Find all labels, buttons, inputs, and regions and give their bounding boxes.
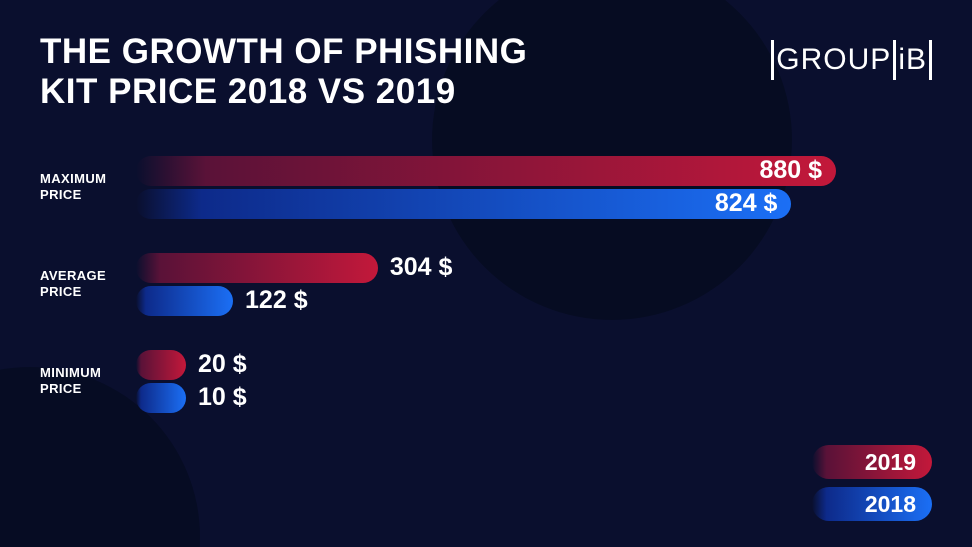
logo-bar-icon bbox=[929, 40, 932, 80]
infographic-container: THE GROWTH OF PHISHING KIT PRICE 2018 VS… bbox=[0, 0, 972, 547]
bar-row-2018: 122 $ bbox=[136, 286, 932, 316]
bar-2018: 824 $ bbox=[136, 189, 791, 219]
header: THE GROWTH OF PHISHING KIT PRICE 2018 VS… bbox=[40, 32, 932, 113]
category-label-line1: MAXIMUM bbox=[40, 171, 106, 186]
bar-value-2019: 880 $ bbox=[759, 156, 836, 185]
category-label-line2: PRICE bbox=[40, 284, 82, 299]
category-label: MAXIMUMPRICE bbox=[40, 171, 136, 204]
bar-2019: 880 $ bbox=[136, 156, 836, 186]
brand-logo: GROUP iB bbox=[771, 40, 932, 80]
bar-chart: MAXIMUMPRICE880 $824 $AVERAGEPRICE304 $1… bbox=[40, 153, 932, 416]
legend: 2019 2018 bbox=[812, 445, 932, 521]
category-label: MINIMUMPRICE bbox=[40, 365, 136, 398]
bar-2019 bbox=[136, 350, 186, 380]
category-max: MAXIMUMPRICE 880 $ 824 $ bbox=[40, 153, 932, 222]
category-min: MINIMUMPRICE 20 $ 10 $ bbox=[40, 347, 932, 416]
bar-2019 bbox=[136, 253, 378, 283]
bar-value-2019: 20 $ bbox=[186, 350, 247, 379]
bar-row-2018: 10 $ bbox=[136, 383, 932, 413]
title-line-1: THE GROWTH OF PHISHING bbox=[40, 32, 527, 71]
bar-value-2019: 304 $ bbox=[378, 253, 453, 282]
bar-row-2018: 824 $ bbox=[136, 189, 932, 219]
logo-text-right: iB bbox=[896, 43, 929, 77]
legend-2018-label: 2018 bbox=[865, 491, 916, 518]
legend-2019: 2019 bbox=[812, 445, 932, 479]
bars-column: 20 $ 10 $ bbox=[136, 347, 932, 416]
bar-row-2019: 20 $ bbox=[136, 350, 932, 380]
bar-value-2018: 10 $ bbox=[186, 383, 247, 412]
legend-2018: 2018 bbox=[812, 487, 932, 521]
category-label-line1: AVERAGE bbox=[40, 268, 106, 283]
category-label: AVERAGEPRICE bbox=[40, 268, 136, 301]
legend-2019-label: 2019 bbox=[865, 449, 916, 476]
bars-column: 304 $ 122 $ bbox=[136, 250, 932, 319]
bar-value-2018: 824 $ bbox=[715, 189, 792, 218]
category-label-line2: PRICE bbox=[40, 187, 82, 202]
category-avg: AVERAGEPRICE 304 $ 122 $ bbox=[40, 250, 932, 319]
bar-row-2019: 880 $ bbox=[136, 156, 932, 186]
bar-row-2019: 304 $ bbox=[136, 253, 932, 283]
category-label-line1: MINIMUM bbox=[40, 365, 101, 380]
bar-2018 bbox=[136, 383, 186, 413]
bar-2018 bbox=[136, 286, 233, 316]
category-label-line2: PRICE bbox=[40, 381, 82, 396]
page-title: THE GROWTH OF PHISHING KIT PRICE 2018 VS… bbox=[40, 32, 527, 113]
bar-value-2018: 122 $ bbox=[233, 286, 308, 315]
logo-text-left: GROUP bbox=[774, 43, 893, 77]
title-line-2: KIT PRICE 2018 VS 2019 bbox=[40, 72, 456, 111]
bars-column: 880 $ 824 $ bbox=[136, 153, 932, 222]
